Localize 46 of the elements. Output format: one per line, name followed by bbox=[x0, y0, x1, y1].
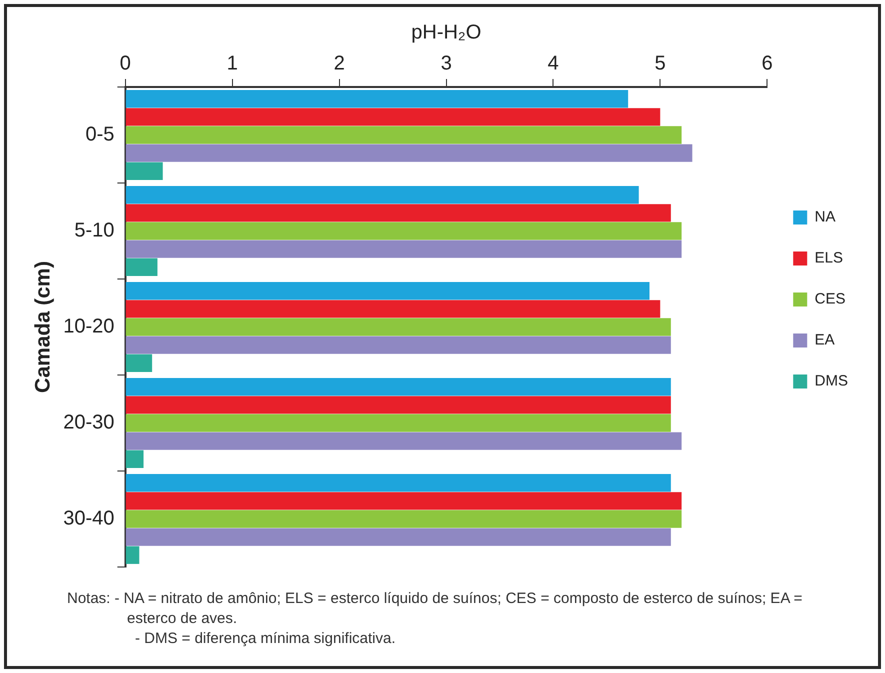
bar bbox=[126, 378, 671, 396]
legend-label: CES bbox=[814, 290, 846, 308]
bar bbox=[126, 240, 682, 258]
bar bbox=[126, 396, 671, 414]
x-tick-label: 0 bbox=[120, 52, 131, 75]
legend-label: NA bbox=[814, 208, 836, 226]
x-tick-label: 3 bbox=[440, 52, 452, 75]
y-tick-label: 0-5 bbox=[85, 124, 114, 146]
y-tick-label: 10-20 bbox=[63, 316, 114, 338]
bar bbox=[126, 450, 144, 468]
bar bbox=[126, 144, 692, 162]
bar bbox=[126, 414, 671, 432]
bar bbox=[126, 90, 628, 108]
y-axis-title: Camada (cm) bbox=[31, 261, 54, 393]
bar bbox=[126, 300, 660, 318]
legend-label: EA bbox=[814, 332, 835, 349]
text: - DMS = diferença mínima significativa. bbox=[134, 629, 397, 649]
bar bbox=[126, 510, 682, 528]
bar bbox=[126, 162, 163, 180]
bar bbox=[126, 528, 671, 546]
bar bbox=[126, 126, 682, 144]
bar bbox=[126, 546, 140, 564]
bar bbox=[126, 204, 671, 222]
bar bbox=[126, 474, 671, 492]
x-axis-title: pH-H₂O bbox=[411, 22, 482, 44]
bar bbox=[126, 354, 152, 372]
legend-label: ELS bbox=[814, 250, 844, 267]
y-tick-label: 20-30 bbox=[63, 412, 114, 434]
x-tick-label: 2 bbox=[334, 52, 345, 75]
bar bbox=[126, 492, 682, 510]
x-tick-label: 4 bbox=[548, 52, 559, 75]
bar bbox=[126, 222, 682, 240]
text: Notas: - NA = nitrato de amônio; ELS = esterco líquido de suínos; CES = composto de esterco de suínos; EA = esterco de aves. bbox=[67, 589, 804, 629]
x-tick-label: 6 bbox=[762, 52, 773, 75]
x-tick-label: 5 bbox=[654, 52, 666, 75]
bar bbox=[126, 318, 671, 336]
y-tick-label: 5-10 bbox=[74, 220, 114, 242]
y-tick-label: 30-40 bbox=[63, 508, 114, 530]
bar bbox=[126, 282, 650, 300]
legend-label: DMS bbox=[814, 372, 848, 390]
bar bbox=[126, 432, 682, 450]
bar bbox=[126, 108, 660, 126]
bar bbox=[126, 186, 639, 204]
bar bbox=[126, 336, 671, 354]
bar bbox=[126, 258, 158, 276]
x-tick-label: 1 bbox=[226, 52, 238, 75]
